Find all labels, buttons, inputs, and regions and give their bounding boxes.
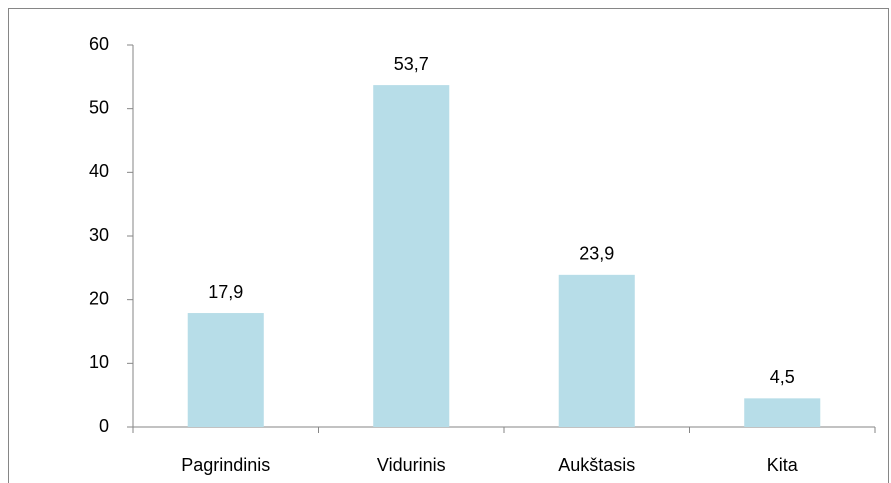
bar: [373, 85, 450, 428]
x-tick-label: Vidurinis: [377, 455, 446, 475]
y-tick-label: 50: [89, 97, 109, 117]
data-label: 17,9: [208, 282, 243, 302]
y-tick-label: 30: [89, 225, 109, 245]
y-tick-label: 0: [99, 416, 109, 436]
y-tick-label: 20: [89, 288, 109, 308]
data-label: 53,7: [394, 54, 429, 74]
bar: [558, 274, 635, 427]
bar: [187, 313, 264, 427]
bar: [744, 398, 821, 427]
y-tick-label: 60: [89, 34, 109, 54]
data-label: 23,9: [579, 244, 614, 264]
chart-border: [8, 8, 889, 483]
x-tick-label: Kita: [767, 455, 799, 475]
y-tick-label: 40: [89, 161, 109, 181]
x-tick-label: Pagrindinis: [181, 455, 270, 475]
data-label: 4,5: [770, 367, 795, 387]
y-tick-label: 10: [89, 352, 109, 372]
x-tick-label: Aukštasis: [558, 455, 635, 475]
